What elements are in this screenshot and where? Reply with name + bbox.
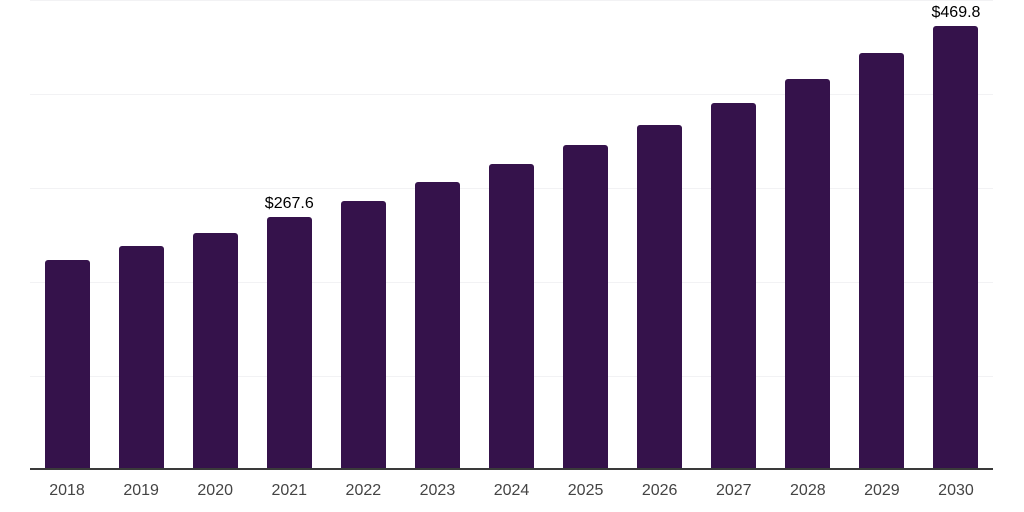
x-axis-label: 2023 <box>419 482 456 499</box>
x-axis-label: 2018 <box>49 482 85 499</box>
x-axis-label: 2020 <box>197 482 233 499</box>
bar-series: $267.6 $469.8 <box>30 0 993 468</box>
bar-column <box>326 0 400 468</box>
bar-column <box>549 0 623 468</box>
bar-column: $469.8 <box>919 0 993 468</box>
bar-column <box>30 0 104 468</box>
bar-column <box>104 0 178 468</box>
x-axis-label: 2021 <box>271 482 308 499</box>
bar-column <box>178 0 252 468</box>
bar-2019[interactable] <box>118 246 164 468</box>
bar-2028[interactable] <box>785 79 831 468</box>
bar-column <box>697 0 771 468</box>
bar-2024[interactable] <box>489 164 534 468</box>
gridline <box>30 0 993 1</box>
x-axis-label: 2022 <box>345 482 382 499</box>
bar-column: $267.6 <box>252 0 326 468</box>
bar-column <box>400 0 474 468</box>
bar-2025[interactable] <box>563 145 609 468</box>
bar-2020[interactable] <box>192 233 238 468</box>
bar-column <box>845 0 919 468</box>
bar-2018[interactable] <box>44 260 90 468</box>
x-axis-label: 2028 <box>790 482 826 499</box>
bar-2029[interactable] <box>859 52 905 468</box>
bar-2021[interactable] <box>266 216 312 468</box>
bar-2026[interactable] <box>637 124 683 468</box>
x-axis-label: 2030 <box>938 482 974 499</box>
x-axis-label: 2024 <box>493 482 530 499</box>
bar-column <box>623 0 697 468</box>
bar-2022[interactable] <box>340 201 386 468</box>
bar-value-label: $267.6 <box>264 194 314 212</box>
bar-2027[interactable] <box>711 103 757 468</box>
x-axis-label: 2027 <box>715 482 752 499</box>
x-axis-label: 2026 <box>641 482 678 499</box>
bar-column <box>474 0 548 468</box>
x-axis-labels: 2018 2019 2020 2021 2022 2023 2024 2025 2026 2027… <box>30 482 993 500</box>
bar-2030[interactable] <box>933 26 979 468</box>
bar-2023[interactable] <box>414 182 460 468</box>
plot-area: $267.6 $469.8 <box>30 0 993 470</box>
bar-column <box>771 0 845 468</box>
gridline <box>30 94 993 95</box>
bar-value-label: $469.8 <box>931 4 981 22</box>
x-axis-label: 2019 <box>123 482 159 499</box>
x-axis-label: 2025 <box>567 482 604 499</box>
x-axis-label: 2029 <box>864 482 900 499</box>
